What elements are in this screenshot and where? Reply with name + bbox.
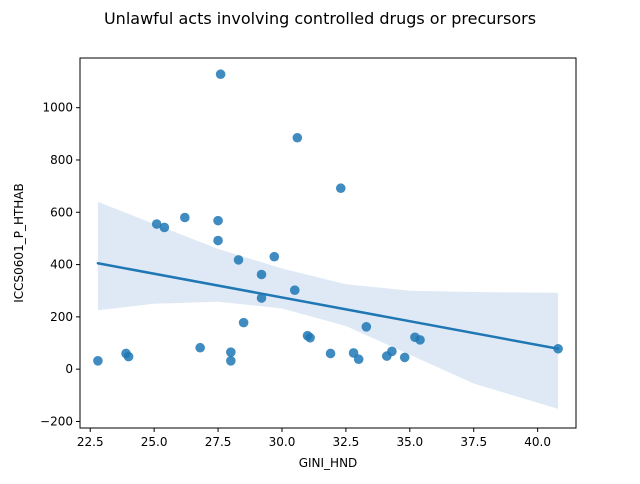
- data-point: [180, 212, 190, 223]
- y-tick-label: −200: [40, 414, 73, 428]
- y-axis-label: ICCS0601_P_HTHAB: [12, 183, 26, 303]
- data-point: [213, 215, 223, 226]
- data-point: [325, 348, 336, 359]
- y-tick-label: 400: [50, 258, 73, 272]
- data-point: [159, 222, 170, 233]
- data-point: [256, 269, 267, 280]
- data-point: [289, 285, 300, 295]
- data-point: [238, 317, 249, 328]
- plot-frame: [79, 57, 577, 429]
- y-tick-label: 0: [65, 362, 73, 376]
- y-tick-label: 600: [50, 205, 73, 219]
- y-tick-label: 200: [50, 310, 73, 324]
- data-point: [226, 347, 236, 357]
- data-point: [215, 69, 226, 80]
- data-point: [269, 251, 280, 262]
- data-point: [93, 355, 103, 366]
- chart-title: Unlawful acts involving controlled drugs…: [104, 9, 536, 28]
- y-axis-ticks: −200 0 200 400 600 800 1000: [40, 101, 80, 428]
- x-axis-label: GINI_HND: [299, 456, 358, 470]
- y-tick-label: 1000: [42, 101, 73, 115]
- data-point: [256, 293, 267, 303]
- data-point: [213, 235, 223, 246]
- data-point: [353, 354, 364, 365]
- data-point: [151, 219, 162, 229]
- x-tick-label: 25.0: [141, 435, 168, 449]
- x-tick-label: 27.5: [205, 435, 232, 449]
- plot-area: [93, 69, 563, 409]
- x-tick-label: 35.0: [396, 435, 423, 449]
- data-point: [335, 183, 346, 194]
- x-tick-label: 30.0: [269, 435, 296, 449]
- points-layer: [93, 69, 563, 366]
- data-point: [195, 342, 205, 353]
- x-tick-label: 32.5: [333, 435, 360, 449]
- data-point: [553, 343, 563, 354]
- data-point: [226, 355, 236, 366]
- data-point: [399, 352, 410, 363]
- x-tick-label: 22.5: [77, 435, 104, 449]
- data-point: [233, 255, 244, 265]
- data-point: [292, 132, 303, 143]
- y-tick-label: 800: [50, 153, 73, 167]
- x-tick-label: 37.5: [460, 435, 487, 449]
- x-axis-ticks: 22.5 25.0 27.5 30.0 32.5 35.0 37.5 40.0: [77, 428, 551, 449]
- data-point: [415, 335, 425, 345]
- data-point: [387, 346, 397, 357]
- data-point: [361, 322, 372, 332]
- x-tick-label: 40.0: [524, 435, 551, 449]
- data-point: [123, 351, 134, 362]
- regression-line: [96, 262, 560, 351]
- data-point: [305, 332, 315, 343]
